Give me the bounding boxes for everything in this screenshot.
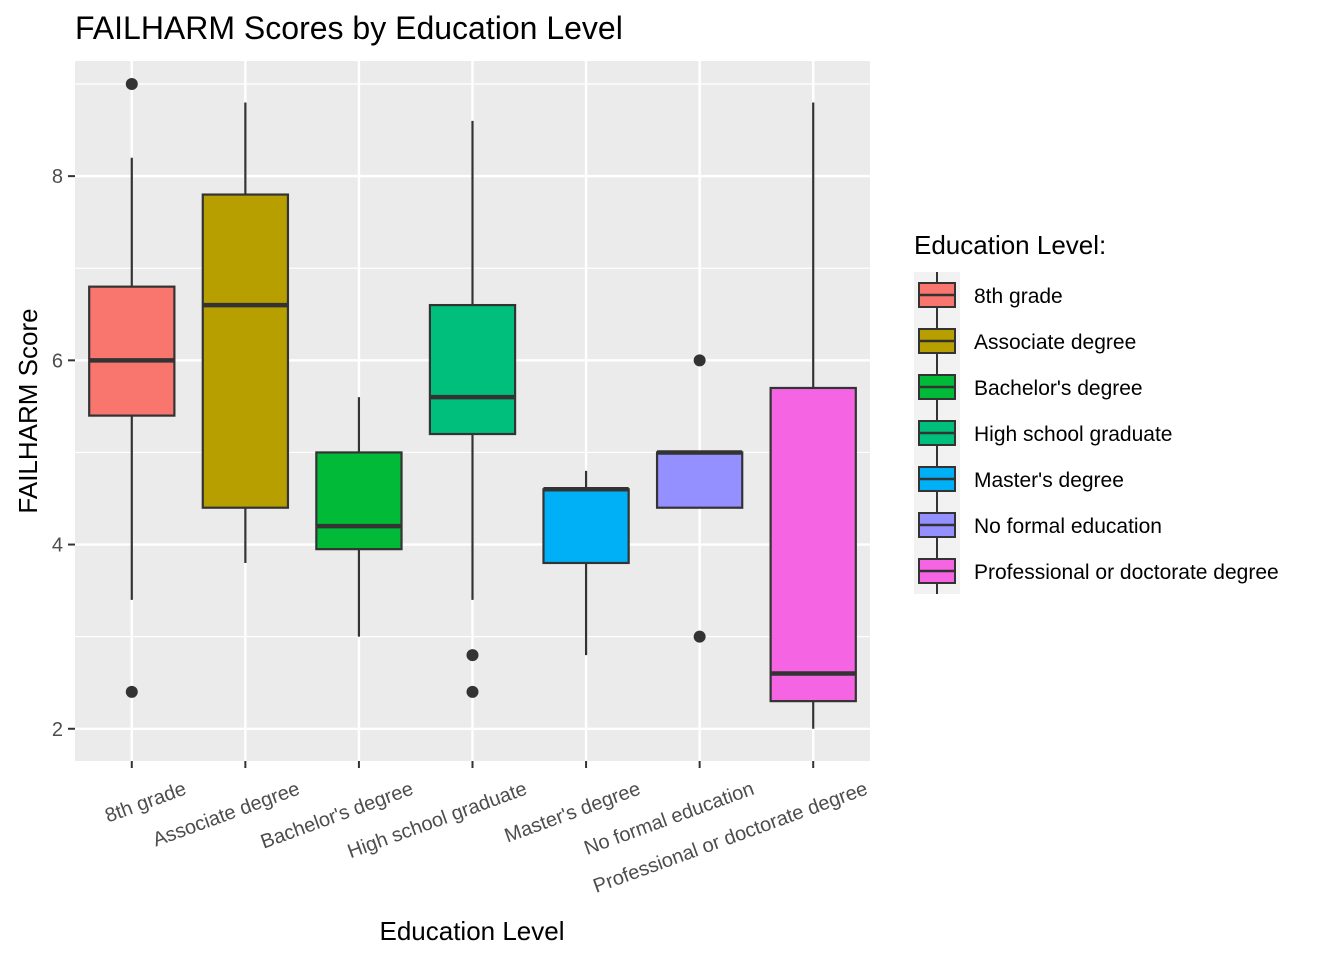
box [88,285,176,417]
outlier-point [125,685,138,698]
box-group [201,102,290,563]
box-group [315,397,403,637]
box [655,451,744,509]
outlier-point [466,685,479,698]
box [769,386,857,703]
box [201,193,290,509]
legend: Education Level: 8th grade Associate degr… [914,230,1279,594]
boxes [88,78,857,729]
y-tick-label: 4 [52,535,63,557]
legend-label: Associate degree [974,331,1136,354]
legend-key [918,410,956,456]
y-tick-label: 2 [52,719,63,741]
legend-key [918,502,956,548]
legend-key [918,456,956,502]
legend-key [918,364,956,410]
box-group [428,120,517,698]
box-group [769,102,857,729]
legend-label: 8th grade [974,285,1063,308]
legend-label: High school graduate [974,423,1172,446]
outlier-point [693,354,706,367]
legend-label: Bachelor's degree [974,377,1143,400]
box-group [655,354,744,643]
box-group [542,470,630,656]
y-tick-label: 8 [52,166,63,188]
x-axis-label: Education Level [379,916,564,946]
legend-label: No formal education [974,515,1162,538]
box [428,303,517,436]
box [542,488,630,565]
x-tick-label: 8th grade [102,778,189,828]
box [315,451,403,551]
chart-title: FAILHARM Scores by Education Level [75,10,623,46]
outlier-point [466,649,479,662]
legend-key [918,318,956,364]
legend-key [918,272,956,318]
legend-title: Education Level: [914,230,1106,260]
box-group [88,78,176,698]
outlier-point [125,78,138,91]
legend-label: Professional or doctorate degree [974,561,1279,584]
legend-key [918,548,956,594]
y-tick-label: 6 [52,350,63,372]
legend-label: Master's degree [974,469,1124,492]
y-axis-label: FAILHARM Score [13,308,43,513]
outlier-point [693,630,706,643]
